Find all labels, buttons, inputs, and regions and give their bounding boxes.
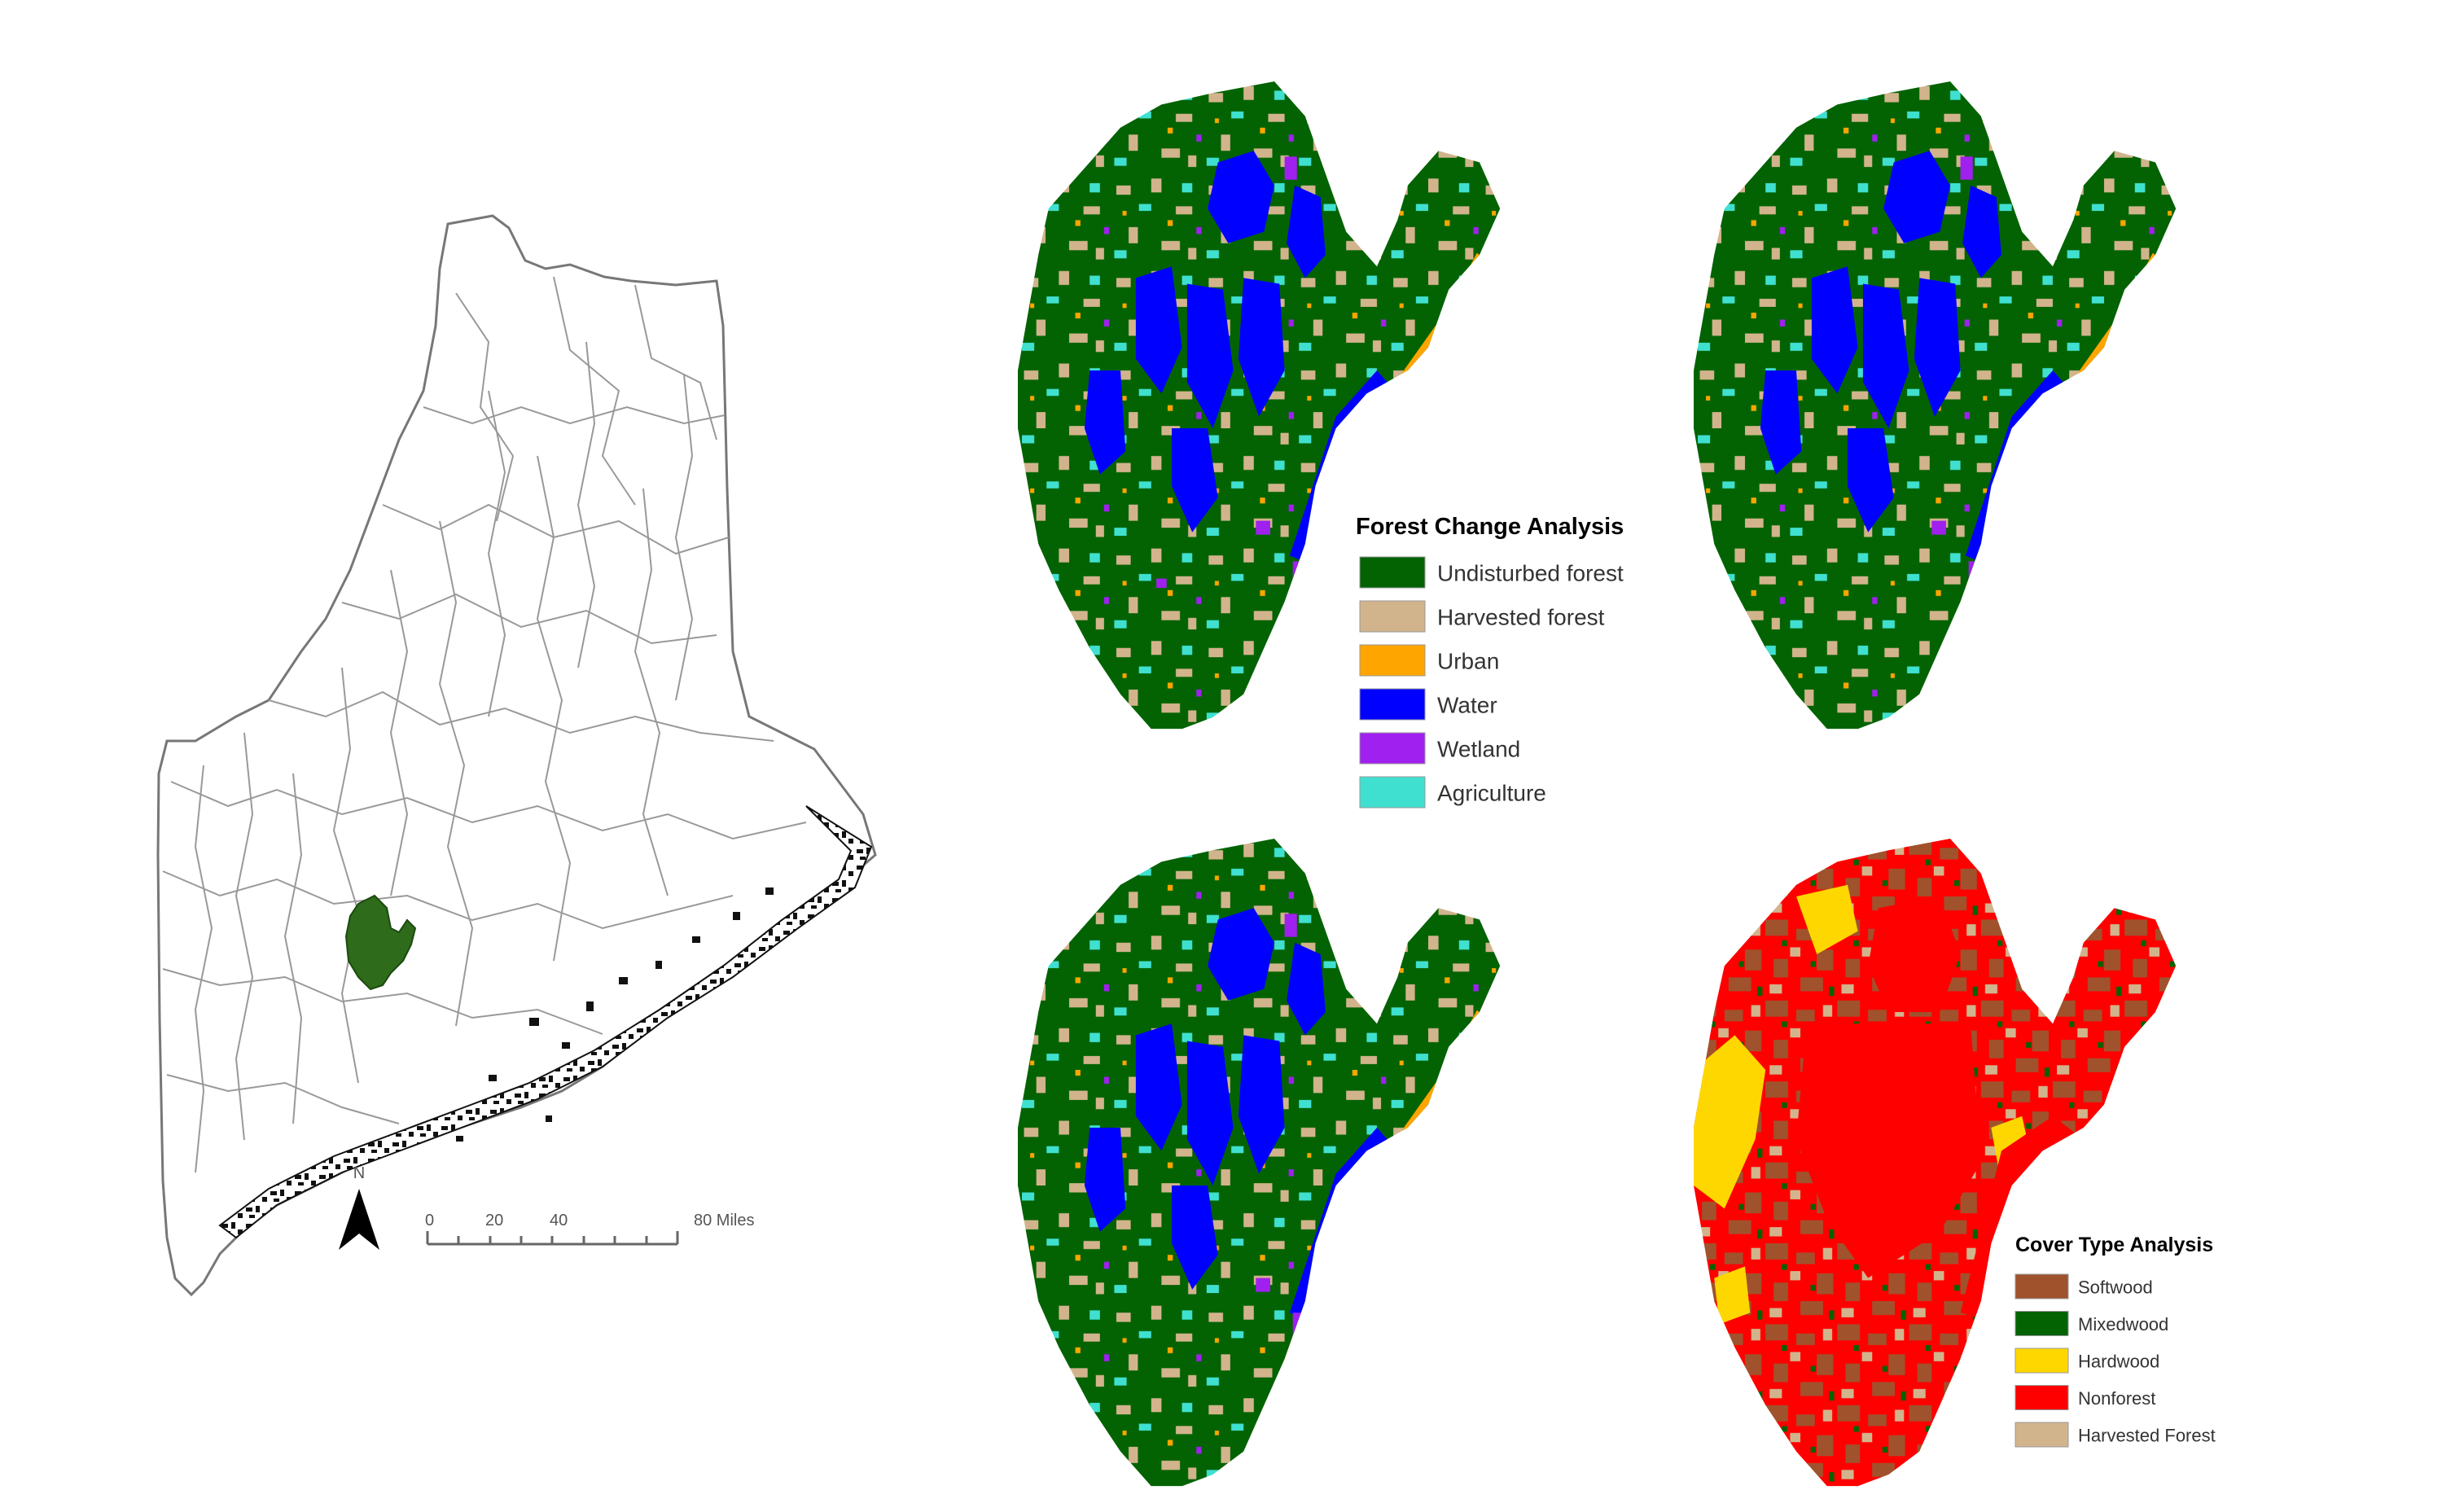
- scale-label-80-miles: 80 Miles: [694, 1212, 754, 1229]
- panel-change-3: [1018, 839, 1501, 1487]
- study-area: [344, 894, 417, 991]
- legend-label: Harvested forest: [1437, 605, 1605, 630]
- legend-swatch: [2015, 1273, 2069, 1299]
- legend-title: Forest Change Analysis: [1356, 514, 1624, 540]
- panel-change-2: [1694, 81, 2177, 730]
- legend-swatch: [1359, 600, 1426, 633]
- legend-swatch: [2015, 1311, 2069, 1336]
- legend-swatch: [1359, 644, 1426, 677]
- legend-swatch: [1359, 732, 1426, 765]
- panel-cover-type: [1694, 839, 2177, 1487]
- scale-label-0: 0: [425, 1212, 434, 1229]
- legend-swatch: [2015, 1422, 2069, 1448]
- watershed-boundaries: [162, 276, 807, 1173]
- legend-cover-type: Cover Type Analysis Softwood Mixedwood Hard…: [2015, 1234, 2216, 1448]
- scale-label-20: 20: [485, 1212, 503, 1229]
- legend-label: Harvested Forest: [2078, 1425, 2216, 1445]
- legend-label: Hardwood: [2078, 1351, 2159, 1371]
- state-outline: [156, 214, 877, 1297]
- legend-swatch: [2015, 1385, 2069, 1410]
- legend-label: Wetland: [1437, 737, 1520, 762]
- legend-title: Cover Type Analysis: [2015, 1234, 2213, 1256]
- north-label: N: [353, 1164, 365, 1182]
- legend-label: Mixedwood: [2078, 1314, 2168, 1335]
- legend-label: Water: [1437, 693, 1497, 718]
- legend-swatch: [1359, 688, 1426, 721]
- legend-label: Urban: [1437, 649, 1499, 674]
- coastal-islands: [456, 887, 774, 1142]
- legend-swatch: [1359, 556, 1426, 589]
- legend-label: Undisturbed forest: [1437, 561, 1624, 586]
- legend-swatch: [1359, 776, 1426, 809]
- legend-label: Nonforest: [2078, 1388, 2155, 1409]
- coastline: [218, 805, 873, 1239]
- north-arrow: N: [339, 1164, 379, 1250]
- legend-forest-change: Forest Change Analysis Undisturbed forest…: [1356, 514, 1624, 809]
- locator-map: N 0 20 40 80 Miles: [156, 214, 877, 1297]
- north-arrow-icon: [339, 1189, 379, 1250]
- scale-bar: [426, 1231, 679, 1246]
- legend-label: Agriculture: [1437, 781, 1546, 806]
- legend-swatch: [2015, 1348, 2069, 1374]
- legend-label: Softwood: [2078, 1277, 2153, 1297]
- scale-label-40: 40: [550, 1212, 568, 1229]
